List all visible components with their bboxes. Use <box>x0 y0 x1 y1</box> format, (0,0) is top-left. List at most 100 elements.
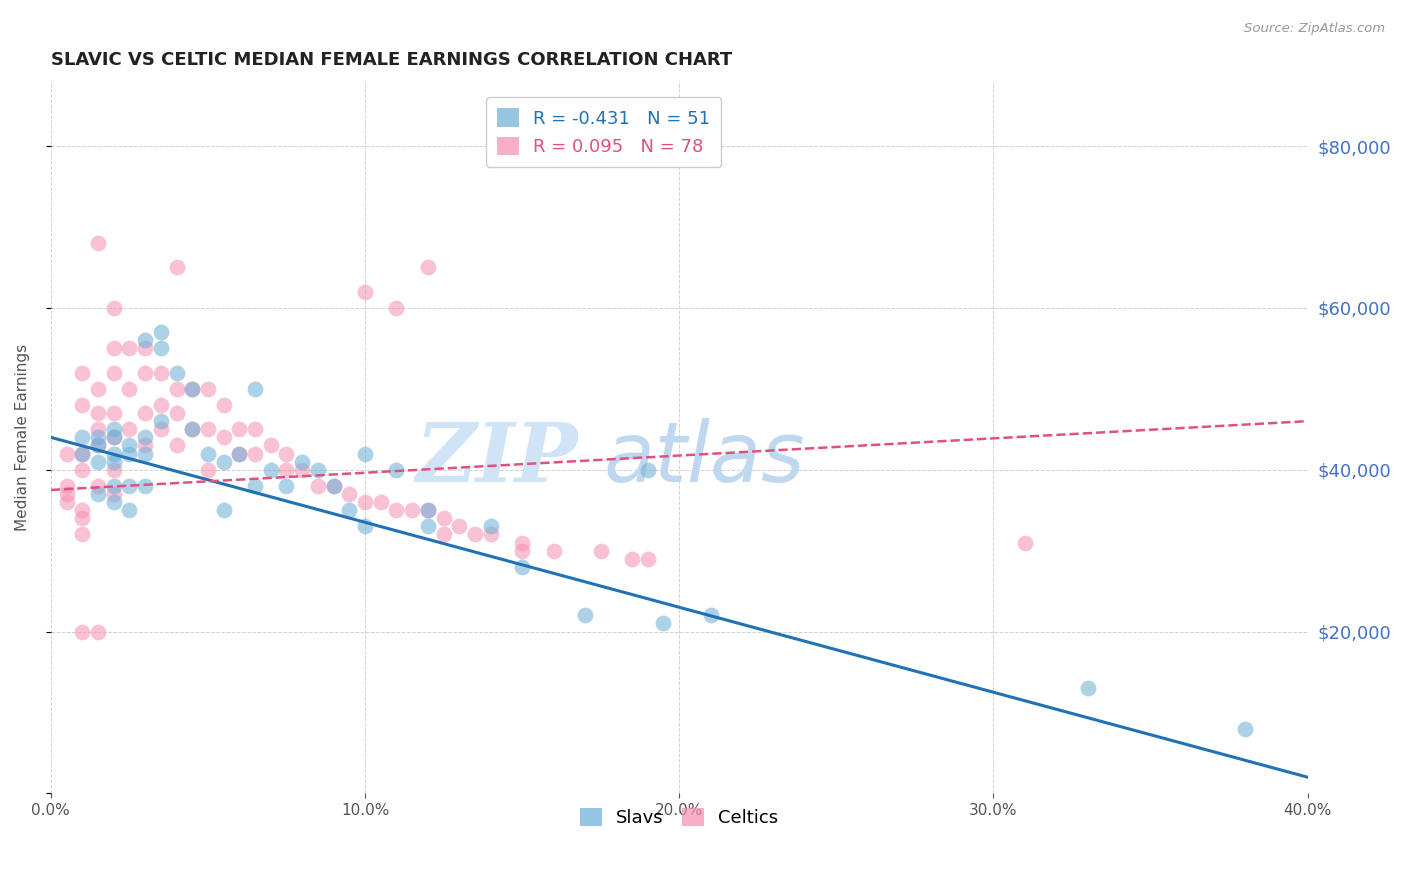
Point <box>337 487 360 501</box>
Point <box>118 342 141 356</box>
Point <box>212 503 235 517</box>
Point <box>243 422 266 436</box>
Point <box>103 366 125 380</box>
Point <box>637 463 659 477</box>
Point <box>118 503 141 517</box>
Point <box>166 366 188 380</box>
Point <box>166 382 188 396</box>
Point <box>103 479 125 493</box>
Point <box>479 527 502 541</box>
Point <box>322 479 344 493</box>
Point <box>243 382 266 396</box>
Point <box>70 503 93 517</box>
Y-axis label: Median Female Earnings: Median Female Earnings <box>15 343 30 531</box>
Point <box>510 543 533 558</box>
Point <box>449 519 471 533</box>
Point <box>103 342 125 356</box>
Point <box>1014 535 1036 549</box>
Point <box>181 422 204 436</box>
Point <box>149 325 172 339</box>
Point <box>416 519 439 533</box>
Point <box>87 236 110 251</box>
Point <box>1233 722 1256 736</box>
Point <box>432 527 454 541</box>
Point <box>354 446 377 460</box>
Point <box>103 455 125 469</box>
Point <box>166 406 188 420</box>
Point <box>103 430 125 444</box>
Point <box>212 398 235 412</box>
Point <box>228 422 250 436</box>
Point <box>149 366 172 380</box>
Point <box>87 455 110 469</box>
Point <box>55 479 77 493</box>
Point <box>699 608 721 623</box>
Point <box>103 406 125 420</box>
Point <box>416 260 439 275</box>
Point <box>103 446 125 460</box>
Point <box>103 463 125 477</box>
Point <box>510 535 533 549</box>
Point <box>260 438 283 452</box>
Point <box>134 366 156 380</box>
Point <box>55 487 77 501</box>
Point <box>416 503 439 517</box>
Point <box>181 382 204 396</box>
Point <box>197 422 219 436</box>
Point <box>197 463 219 477</box>
Point <box>149 422 172 436</box>
Point <box>70 430 93 444</box>
Point <box>149 342 172 356</box>
Point <box>103 487 125 501</box>
Point <box>70 366 93 380</box>
Point <box>103 422 125 436</box>
Point <box>228 446 250 460</box>
Point <box>70 527 93 541</box>
Point <box>87 382 110 396</box>
Point <box>543 543 565 558</box>
Point <box>337 503 360 517</box>
Point <box>149 414 172 428</box>
Point <box>416 503 439 517</box>
Point <box>87 430 110 444</box>
Point <box>307 479 329 493</box>
Point <box>87 479 110 493</box>
Point <box>212 430 235 444</box>
Point <box>134 430 156 444</box>
Point <box>87 438 110 452</box>
Point <box>307 463 329 477</box>
Point <box>70 463 93 477</box>
Point <box>260 463 283 477</box>
Point <box>354 285 377 299</box>
Point <box>55 495 77 509</box>
Point <box>87 487 110 501</box>
Point <box>510 559 533 574</box>
Point <box>134 446 156 460</box>
Point <box>118 479 141 493</box>
Text: Source: ZipAtlas.com: Source: ZipAtlas.com <box>1244 22 1385 36</box>
Point <box>354 519 377 533</box>
Point <box>70 624 93 639</box>
Point <box>574 608 596 623</box>
Point <box>87 422 110 436</box>
Point <box>181 422 204 436</box>
Point <box>432 511 454 525</box>
Text: atlas: atlas <box>603 418 806 500</box>
Point <box>291 463 314 477</box>
Point <box>181 382 204 396</box>
Point <box>70 511 93 525</box>
Point <box>243 446 266 460</box>
Point <box>118 446 141 460</box>
Point <box>652 616 675 631</box>
Point <box>1077 681 1099 695</box>
Point <box>276 446 298 460</box>
Point <box>55 446 77 460</box>
Point <box>134 479 156 493</box>
Point <box>134 406 156 420</box>
Point <box>354 495 377 509</box>
Point <box>118 438 141 452</box>
Point <box>243 479 266 493</box>
Point <box>70 398 93 412</box>
Point <box>134 333 156 347</box>
Point <box>291 455 314 469</box>
